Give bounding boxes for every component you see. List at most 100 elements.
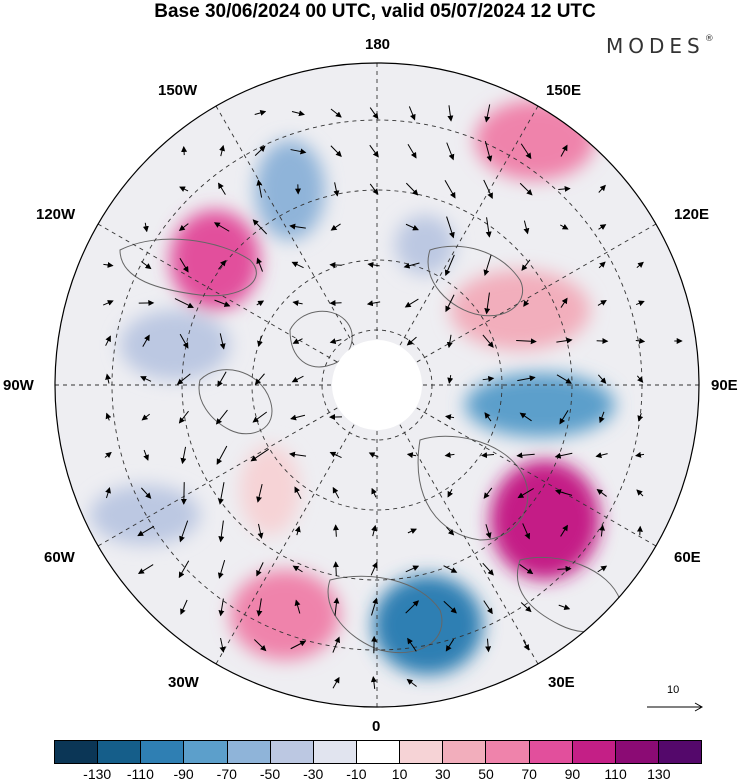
- wind-arrow: [598, 411, 605, 424]
- wind-arrow: [483, 487, 493, 499]
- wind-arrow: [484, 104, 491, 123]
- colorbar-tick-label: -50: [259, 766, 281, 782]
- wind-arrow: [556, 374, 572, 384]
- wind-arrow: [403, 262, 420, 269]
- colorbar-tick-label: 10: [391, 766, 408, 782]
- wind-arrow: [557, 565, 572, 572]
- lon-label-90e: 90E: [711, 377, 738, 394]
- wind-arrow: [598, 261, 606, 269]
- wind-arrow: [289, 223, 306, 230]
- colorbar-tick-label: -110: [126, 766, 154, 782]
- colorbar-tick-label: 50: [478, 766, 494, 782]
- wind-arrow: [405, 600, 420, 614]
- wind-arrow: [253, 639, 267, 652]
- wind-arrow: [329, 451, 342, 459]
- wind-arrow: [517, 375, 536, 382]
- wind-arrow: [105, 335, 111, 346]
- wind-arrow: [252, 219, 268, 235]
- wind-arrow: [407, 637, 417, 652]
- wind-arrow: [522, 523, 531, 540]
- wind-arrow: [636, 489, 644, 497]
- wind-arrow: [368, 452, 379, 458]
- wind-arrow: [443, 600, 457, 614]
- lon-label-180: 180: [365, 36, 391, 53]
- colorbar-swatch: [356, 741, 401, 763]
- wind-arrow: [252, 411, 268, 423]
- wind-arrow: [254, 373, 265, 385]
- colorbar-tick-label: 70: [521, 766, 537, 782]
- colorbar-swatch: [184, 741, 228, 763]
- wind-arrow: [178, 223, 189, 232]
- alaska-high-anomaly: [170, 210, 260, 310]
- colorbar-swatch: [615, 741, 659, 763]
- wind-arrow: [369, 107, 379, 120]
- wind-arrow: [369, 183, 379, 195]
- aleutian-high-anomaly: [475, 100, 595, 180]
- wind-arrow: [214, 299, 231, 307]
- wind-arrow: [405, 223, 419, 231]
- wind-arrow: [332, 524, 339, 537]
- wind-arrow: [523, 220, 530, 235]
- wind-arrow: [598, 224, 607, 230]
- wind-arrow: [291, 261, 304, 269]
- wind-arrow: [254, 145, 266, 157]
- wind-arrow: [180, 446, 187, 465]
- colorbar-swatch: [486, 741, 530, 763]
- wind-arrow: [254, 109, 267, 116]
- europe-low-anomaly: [373, 575, 483, 675]
- wind-arrow: [174, 298, 194, 308]
- wind-arrow: [597, 299, 607, 306]
- wind-arrow: [635, 300, 645, 307]
- wind-arrow: [371, 487, 377, 498]
- wind-arrow: [516, 338, 537, 345]
- wind-arrow: [213, 222, 230, 232]
- wind-arrow: [445, 294, 455, 313]
- wind-arrow: [216, 445, 228, 465]
- lon-label-150w: 150W: [158, 82, 198, 99]
- wind-arrow: [554, 452, 573, 459]
- wind-arrow: [250, 448, 269, 462]
- map-title: Base 30/06/2024 00 UTC, valid 05/07/2024…: [154, 1, 596, 22]
- colorbar-swatch: [270, 741, 314, 763]
- lon-label-0: 0: [372, 718, 381, 735]
- wind-arrow: [256, 562, 264, 577]
- wind-arrow: [366, 300, 381, 307]
- wind-arrow: [219, 333, 226, 350]
- wind-arrow: [218, 182, 226, 195]
- wind-arrow: [447, 489, 454, 498]
- wind-arrow: [519, 182, 533, 196]
- canadian-archipelago-coast: [198, 369, 273, 435]
- wind-arrow: [556, 337, 573, 344]
- wind-arrow: [257, 335, 263, 348]
- wind-arrow: [522, 639, 530, 651]
- siberia-coast: [427, 245, 524, 317]
- wind-arrow: [484, 292, 491, 315]
- wind-arrow: [596, 488, 607, 497]
- wind-arrow: [636, 375, 644, 383]
- lon-label-60w: 60W: [44, 549, 75, 566]
- kazakhstan-high-anomaly: [490, 460, 600, 580]
- colorbar-swatch: [443, 741, 487, 763]
- wind-arrow: [330, 108, 342, 118]
- lon-label-30w: 30W: [168, 674, 199, 691]
- scandinavia-coast: [417, 435, 529, 541]
- wind-vectors: [102, 104, 683, 690]
- wind-arrow: [217, 559, 226, 579]
- atlantic-high-anomaly: [230, 570, 340, 660]
- wind-arrow: [333, 597, 340, 616]
- wind-arrow: [637, 413, 644, 422]
- wind-arrow: [179, 186, 189, 192]
- wind-arrow: [290, 640, 307, 650]
- brand-mark: ®: [704, 34, 714, 44]
- wind-arrow: [290, 148, 307, 155]
- colorbar-swatch: [227, 741, 271, 763]
- wind-arrow: [330, 223, 341, 231]
- canada-low-anomaly: [120, 310, 230, 380]
- wind-arrow: [137, 564, 154, 574]
- wind-arrow: [218, 259, 227, 270]
- polar-map: [54, 62, 700, 708]
- anomaly-shading: [90, 100, 615, 675]
- wind-arrow: [104, 451, 112, 458]
- lon-label-60e: 60E: [674, 549, 701, 566]
- wind-arrow: [446, 334, 453, 349]
